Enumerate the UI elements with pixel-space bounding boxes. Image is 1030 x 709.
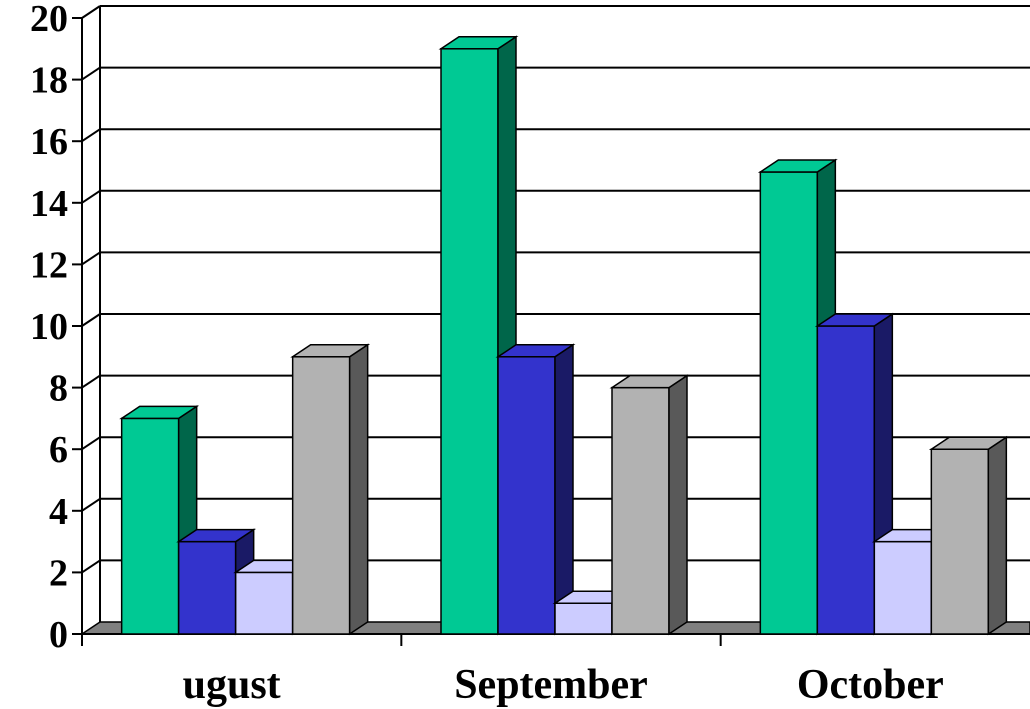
gridline-side — [81, 251, 101, 266]
bar-front — [291, 356, 351, 635]
bar-side — [987, 435, 1008, 636]
x-axis-labels: ugust September October — [183, 662, 944, 708]
bar-top — [757, 159, 838, 173]
bar-side — [348, 343, 369, 636]
gridline-side — [81, 128, 101, 143]
y-tick-label: 12 — [30, 244, 68, 286]
bar-front — [873, 540, 933, 635]
gridline-side — [81, 66, 101, 81]
gridline-side — [81, 497, 101, 512]
y-tick-label: 2 — [49, 552, 68, 594]
gridline-side — [81, 189, 101, 204]
bar-front — [497, 356, 556, 635]
bar-front — [120, 417, 180, 635]
bar-side — [668, 374, 688, 636]
bar-top — [438, 36, 519, 50]
y-tick-label: 6 — [49, 429, 68, 471]
y-tick-label: 18 — [30, 60, 68, 102]
bar-front — [554, 602, 613, 635]
y-tick-label: 10 — [30, 306, 68, 348]
bar-front — [759, 171, 819, 635]
y-tick-label: 0 — [49, 614, 68, 656]
gridline-side — [81, 374, 101, 389]
bar-front — [440, 48, 499, 635]
bar-top — [176, 528, 257, 543]
x-category-label: September — [454, 662, 648, 708]
x-category-label: October — [797, 662, 944, 708]
y-tick-label: 16 — [30, 121, 68, 163]
y-tick-label: 4 — [49, 491, 68, 533]
bar-front — [611, 386, 670, 635]
y-tick-label: 14 — [30, 183, 68, 225]
bar-front — [177, 540, 237, 635]
bar-top — [609, 374, 690, 389]
bar-top — [495, 344, 576, 358]
bar-top — [814, 313, 895, 327]
gridline-side — [81, 559, 101, 574]
y-tick-label: 8 — [49, 368, 68, 410]
y-tick-label: 20 — [30, 0, 68, 40]
x-category-label: ugust — [183, 662, 281, 708]
bar-front — [816, 325, 876, 635]
bar-top — [119, 405, 200, 420]
gridline-side — [81, 5, 101, 19]
bar-side — [554, 343, 574, 636]
gridline-side — [81, 313, 101, 327]
bars — [119, 35, 1009, 636]
gridline-side — [81, 436, 101, 451]
bar-front — [234, 571, 294, 635]
y-axis-ticks: 0 2 4 6 8 10 12 14 16 18 20 — [30, 0, 82, 656]
bar-top — [290, 344, 371, 358]
bar-top — [928, 436, 1009, 450]
bar-front — [930, 448, 990, 635]
